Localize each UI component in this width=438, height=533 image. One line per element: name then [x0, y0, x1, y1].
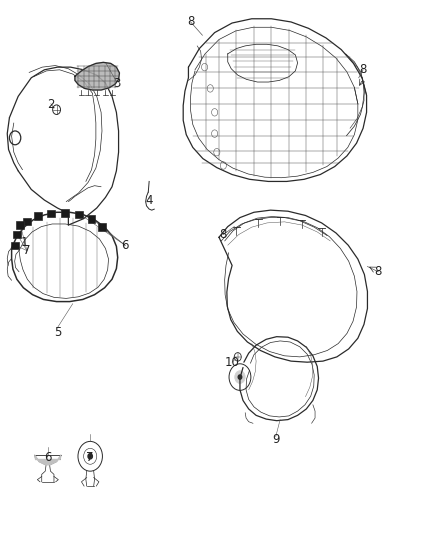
- Polygon shape: [35, 455, 61, 465]
- Text: 4: 4: [145, 193, 153, 207]
- Text: 8: 8: [360, 63, 367, 76]
- Bar: [34, 212, 42, 220]
- Bar: [13, 231, 21, 238]
- Bar: [11, 241, 19, 249]
- Bar: [98, 223, 106, 231]
- Bar: [75, 211, 83, 218]
- Text: 6: 6: [121, 239, 129, 252]
- Circle shape: [235, 370, 245, 383]
- Text: 7: 7: [86, 451, 94, 464]
- Text: 7: 7: [23, 244, 31, 257]
- Bar: [47, 209, 55, 217]
- Polygon shape: [75, 62, 120, 90]
- Text: 3: 3: [113, 77, 120, 90]
- Circle shape: [238, 375, 242, 379]
- Bar: [16, 221, 24, 229]
- Text: 1: 1: [21, 236, 28, 249]
- Text: 9: 9: [272, 433, 279, 446]
- Text: 5: 5: [54, 326, 61, 340]
- Bar: [88, 215, 95, 223]
- Bar: [23, 217, 31, 225]
- Text: 8: 8: [374, 265, 382, 278]
- Text: 6: 6: [44, 451, 52, 464]
- Bar: [61, 209, 69, 216]
- Text: 10: 10: [225, 356, 240, 369]
- Circle shape: [88, 454, 92, 459]
- Text: 8: 8: [187, 15, 194, 28]
- Text: 8: 8: [220, 228, 227, 241]
- Text: 2: 2: [47, 98, 55, 111]
